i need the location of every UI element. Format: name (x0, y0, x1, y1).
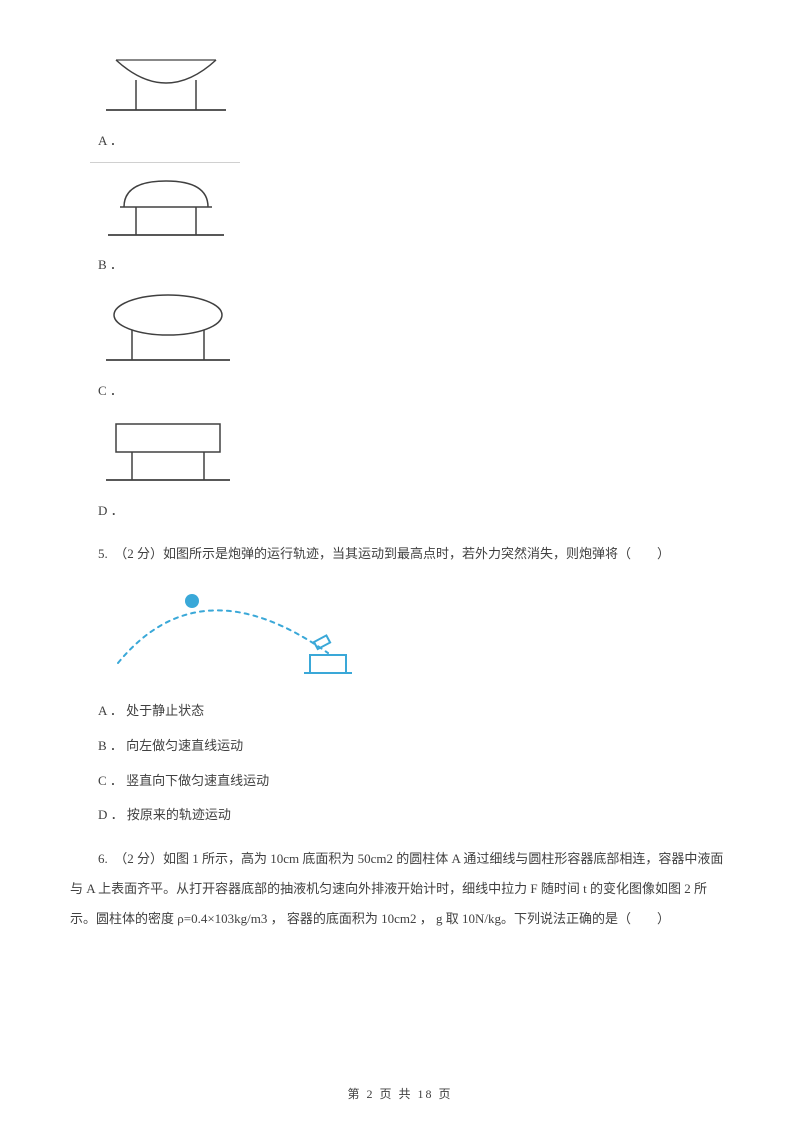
q5-figure (110, 583, 730, 685)
q4-option-b-label: B ． (70, 255, 730, 276)
q4-option-a-label: A ． (70, 131, 730, 152)
q5-option-c: C ． 竖直向下做匀速直线运动 (70, 771, 730, 792)
q5-option-a: A ． 处于静止状态 (70, 701, 730, 722)
q5-text: 5. （2 分）如图所示是炮弹的运行轨迹，当其运动到最高点时，若外力突然消失，则… (70, 539, 730, 569)
q4-option-d-figure (98, 416, 730, 495)
q5-option-b: B ． 向左做匀速直线运动 (70, 736, 730, 757)
q4-option-a-figure (98, 50, 730, 125)
page-footer: 第 2 页 共 18 页 (0, 1085, 800, 1104)
q4-option-c-figure (98, 290, 730, 375)
q4-option-b-figure (98, 173, 730, 250)
q4-option-d-label: D ． (70, 501, 730, 522)
q6-text: 6. （2 分）如图 1 所示，高为 10cm 底面积为 50cm2 的圆柱体 … (70, 844, 730, 934)
q5-option-d: D ． 按原来的轨迹运动 (70, 805, 730, 826)
q4-option-c-label: C ． (70, 381, 730, 402)
